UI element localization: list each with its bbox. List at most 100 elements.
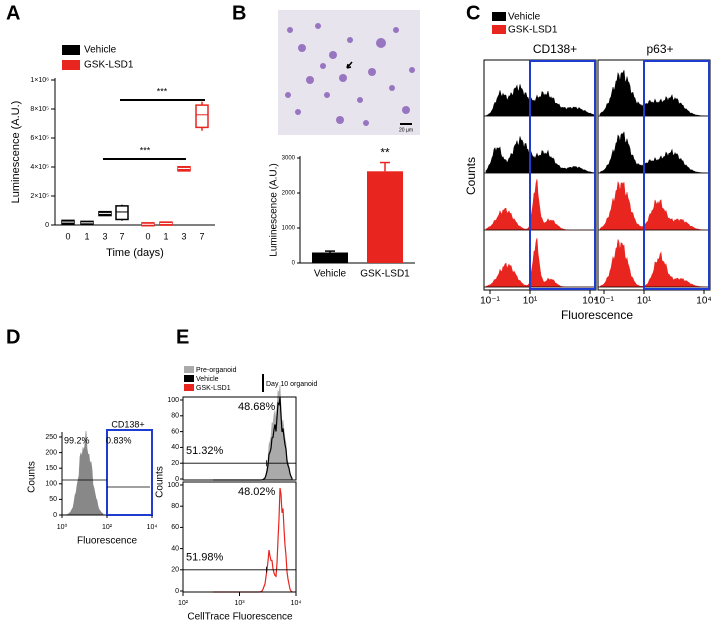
gate <box>529 60 596 290</box>
scale-label: 20 µm <box>399 127 413 133</box>
legend-label: Vehicle <box>84 45 117 56</box>
column-label: CD138+ <box>533 42 577 56</box>
legend-swatch <box>492 12 506 21</box>
y-tick-label: 4×10⁵ <box>30 164 49 171</box>
histogram-shape <box>62 430 104 516</box>
x-axis-title: Time (days) <box>106 247 164 259</box>
panel-letter: E <box>176 326 189 348</box>
y-tick-label: 150 <box>45 465 57 472</box>
panel-letter: B <box>232 2 246 24</box>
frame <box>182 481 297 593</box>
legend-swatch <box>492 25 506 34</box>
y-tick-label: 60 <box>171 524 179 531</box>
y-tick-label: 100 <box>45 481 57 488</box>
x-tick-label: 10⁰ <box>57 523 68 531</box>
y-tick-label: 250 <box>45 434 57 441</box>
legend-swatch <box>62 60 80 70</box>
legend-label: GSK-LSD1 <box>84 60 134 71</box>
x-tick-label: Vehicle <box>314 269 347 280</box>
legend-label: GSK-LSD1 <box>508 25 558 36</box>
x-tick-label: 1 <box>84 231 89 241</box>
x-tick-label: 10⁴ <box>291 600 302 607</box>
frame <box>182 396 297 481</box>
legend-swatch <box>184 375 194 382</box>
panel-letter: D <box>6 326 20 348</box>
y-tick-label: 40 <box>171 444 179 451</box>
histogram-shape <box>485 136 595 174</box>
x-tick-label: 3 <box>181 231 186 241</box>
y-tick-label: 0 <box>53 512 57 519</box>
x-axis-title: CellTrace Fluorescence <box>187 612 293 623</box>
x-tick-label: 0 <box>145 231 150 241</box>
y-tick-label: 200 <box>45 449 57 456</box>
percent-label: 99.2% <box>64 435 90 445</box>
column-label: p63+ <box>646 42 673 56</box>
legend-swatch <box>62 45 80 55</box>
y-tick-label: 1×10⁶ <box>30 77 49 84</box>
box-body <box>195 104 209 129</box>
x-tick-label: 10¹ <box>523 296 538 307</box>
y-tick-label: 2000 <box>282 191 296 197</box>
x-tick-label: 0 <box>65 231 70 241</box>
y-tick-label: 80 <box>171 503 179 510</box>
x-tick-label: 7 <box>119 231 124 241</box>
significance: ** <box>380 146 390 160</box>
x-tick-label: 1 <box>163 231 168 241</box>
x-tick-label: 10⁴ <box>147 524 158 531</box>
y-tick-label: 40 <box>171 545 179 552</box>
y-tick-label: 80 <box>171 413 179 420</box>
gate <box>106 429 153 516</box>
y-tick-label: 60 <box>171 428 179 435</box>
gate-label: CD138+ <box>111 419 144 429</box>
x-tick-label: 10⁴ <box>582 296 597 307</box>
y-tick-label: 0 <box>175 476 179 483</box>
bar <box>312 252 348 263</box>
axis-title: Counts <box>464 157 478 195</box>
x-tick-label: 10³ <box>234 600 245 607</box>
axis-title: Counts <box>27 461 38 493</box>
x-tick-label: 3 <box>102 231 107 241</box>
histogram-shape <box>599 131 708 174</box>
y-tick-label: 20 <box>171 567 179 574</box>
x-tick-label: 10² <box>178 600 189 607</box>
x-tick-label: 10² <box>102 524 113 531</box>
histogram-shape <box>485 179 594 231</box>
y-tick-label: 0 <box>45 222 49 229</box>
x-axis-title: Fluorescence <box>77 536 137 547</box>
gate <box>643 60 710 290</box>
legend-label: GSK-LSD1 <box>196 385 231 392</box>
legend-swatch <box>184 366 194 373</box>
y-tick-label: 0 <box>292 261 296 267</box>
bar <box>367 171 403 263</box>
y-tick-label: 3000 <box>282 156 296 162</box>
y-tick-label: 0 <box>175 588 179 595</box>
x-tick-label: 7 <box>199 231 204 241</box>
y-tick-label: 100 <box>167 482 179 489</box>
legend-label: Vehicle <box>196 376 219 383</box>
panel-letter: C <box>466 2 480 24</box>
box-body <box>115 205 129 221</box>
legend-swatch <box>184 384 194 391</box>
legend-group: Day 10 organoid <box>266 381 317 388</box>
x-tick-label: GSK-LSD1 <box>360 269 410 280</box>
axis-title: Counts <box>155 466 166 498</box>
percent-label: 48.02% <box>238 486 276 498</box>
y-tick-label: 1000 <box>282 226 296 232</box>
y-tick-label: 50 <box>49 496 57 503</box>
y-tick-label: 8×10⁵ <box>30 106 49 113</box>
y-tick-label: 100 <box>167 397 179 404</box>
histogram-shape <box>599 239 708 288</box>
percent-label: 51.32% <box>186 445 224 457</box>
histogram-shape <box>599 70 708 117</box>
y-tick-label: 2×10⁵ <box>30 193 49 200</box>
histogram-shape <box>213 487 293 593</box>
micrograph <box>278 10 420 135</box>
panel-letter: A <box>6 2 20 24</box>
significance: *** <box>157 86 168 96</box>
legend-label: Vehicle <box>508 12 541 23</box>
x-tick-label: 10⁻¹ <box>594 296 614 307</box>
legend-label: Pre-organoid <box>196 367 237 374</box>
x-tick-label: 10⁻¹ <box>480 296 500 307</box>
histogram-shape <box>485 238 594 288</box>
